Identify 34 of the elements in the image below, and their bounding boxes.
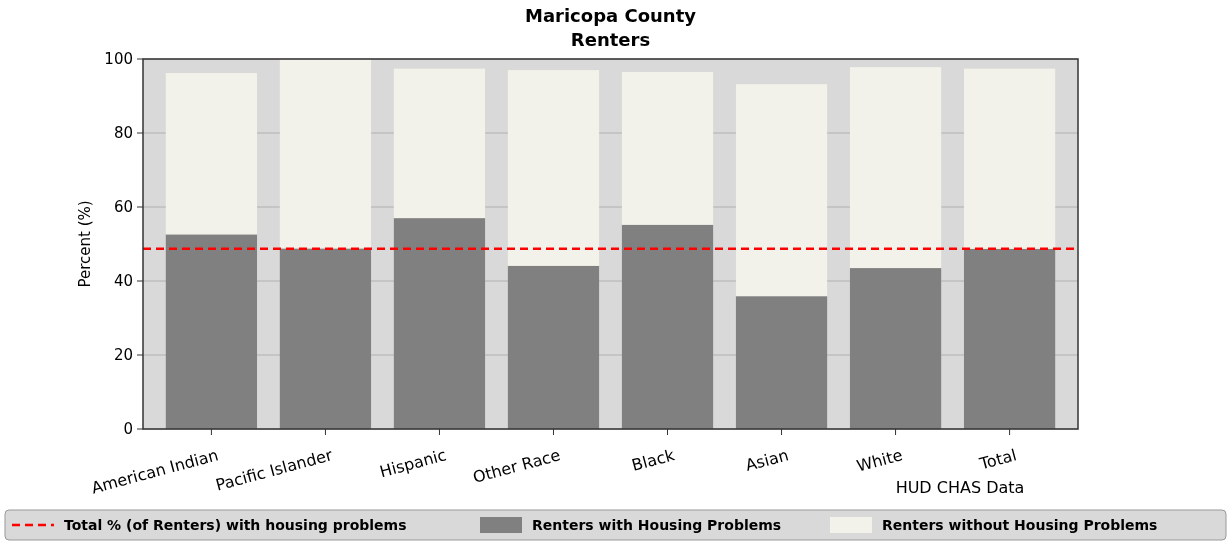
bar [165, 234, 258, 429]
bar [849, 67, 942, 269]
x-tick-label: Hispanic [377, 445, 449, 482]
text: HUD CHAS Data [895, 478, 1025, 497]
x-tick-label: Other Race [470, 445, 563, 487]
bar [507, 265, 600, 429]
bar [393, 68, 486, 219]
x-tick-label: Black [629, 445, 678, 475]
chart-title: Maricopa County Renters [525, 5, 697, 50]
legend-label: Renters with Housing Problems [532, 516, 782, 533]
bar [849, 268, 942, 429]
y-axis-title: Percent (%) [76, 200, 94, 288]
y-tick-label: 0 [123, 420, 133, 439]
bar [393, 218, 486, 429]
y-tick-label: 20 [113, 346, 133, 365]
y-tick-label: 100 [104, 50, 133, 69]
bar [735, 296, 828, 429]
x-tick-label: Asian [743, 445, 791, 475]
bar [963, 248, 1056, 429]
y-tick-label: 40 [113, 272, 133, 291]
legend-label: Renters without Housing Problems [882, 516, 1158, 533]
bar [621, 224, 714, 429]
x-tick-label: White [854, 445, 905, 476]
y-tick-label: 60 [113, 198, 133, 217]
bar [963, 68, 1056, 249]
bar [621, 71, 714, 225]
bar [507, 70, 600, 266]
legend-label: Total % (of Renters) with housing problems [64, 516, 407, 533]
bar [279, 59, 372, 249]
bar [279, 248, 372, 429]
x-tick-label: Total [976, 445, 1019, 474]
bar [165, 73, 258, 235]
y-tick-label: 80 [113, 124, 133, 143]
bar [735, 84, 828, 297]
